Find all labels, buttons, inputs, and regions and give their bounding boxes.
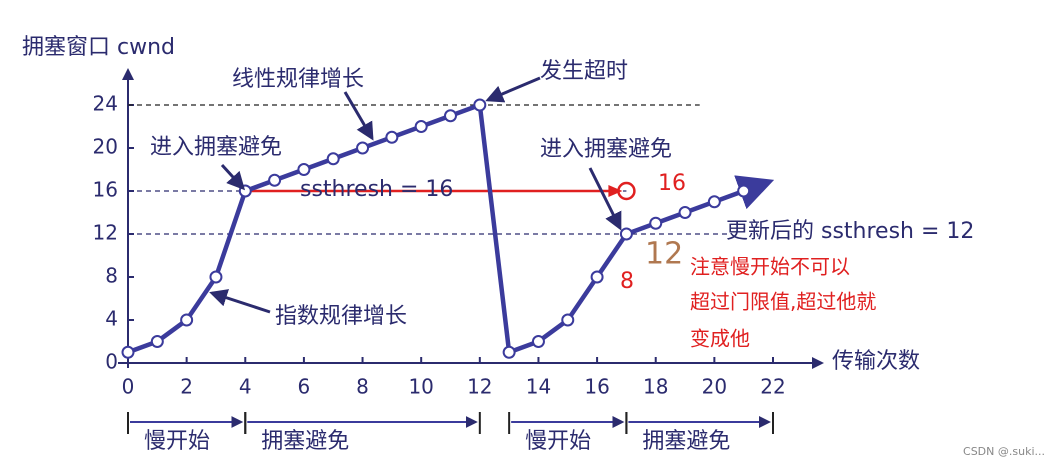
data-point	[502, 345, 516, 359]
watermark: CSDN @.suki...	[963, 445, 1045, 458]
y-tick-label: 8	[105, 264, 118, 288]
annotation: 变成他	[690, 327, 750, 351]
data-point	[209, 270, 223, 284]
cwnd-line	[127, 102, 745, 355]
x-tick-label: 16	[584, 375, 609, 399]
y-tick-label: 24	[93, 92, 118, 116]
data-point	[180, 313, 194, 327]
data-point	[561, 313, 575, 327]
phase-label: 拥塞避免	[642, 429, 730, 454]
data-point	[590, 270, 604, 284]
target-circle	[617, 181, 636, 201]
data-point	[121, 345, 135, 359]
data-point	[531, 335, 545, 348]
x-tick-label: 14	[526, 375, 551, 399]
y-tick-label: 20	[93, 135, 118, 159]
annotation: 发生超时	[540, 59, 628, 84]
data-point	[649, 216, 663, 230]
data-point	[444, 109, 457, 123]
annotation: 12	[645, 237, 683, 272]
data-point	[268, 173, 282, 187]
y-tick-label: 0	[105, 350, 118, 374]
x-tick-label: 10	[408, 375, 433, 399]
data-point	[737, 184, 751, 198]
arrow-head	[608, 185, 623, 197]
data-point	[473, 98, 487, 112]
annotation: ssthresh = 16	[300, 177, 453, 202]
annotation: 指数规律增长	[275, 304, 407, 329]
y-axis-label: 拥塞窗口 cwnd	[22, 35, 175, 60]
y-tick-label: 12	[93, 221, 118, 245]
data-point	[707, 195, 721, 209]
x-tick-label: 12	[467, 375, 492, 399]
phase-label: 拥塞避免	[261, 429, 349, 454]
data-point	[326, 152, 340, 166]
x-tick-label: 20	[702, 375, 727, 399]
data-point	[414, 120, 428, 133]
x-tick-label: 6	[298, 375, 311, 399]
annotation: 注意慢开始不可以	[690, 255, 850, 279]
data-point	[619, 227, 633, 241]
x-tick-label: 22	[760, 375, 785, 399]
annotation: 16	[658, 171, 686, 196]
data-point	[356, 141, 370, 155]
annotation: 超过门限值,超过他就	[690, 290, 876, 314]
x-axis-label: 传输次数	[832, 349, 920, 374]
y-tick-label: 16	[93, 178, 118, 202]
annotation-arrow	[220, 163, 246, 191]
data-point	[678, 206, 692, 219]
x-tick-label: 0	[122, 375, 135, 399]
phase-label: 慢开始	[525, 429, 591, 454]
data-point	[297, 163, 311, 176]
x-tick-label: 4	[239, 375, 252, 399]
data-point	[385, 130, 399, 144]
annotation-arrow	[343, 91, 374, 141]
x-tick-label: 8	[356, 375, 369, 399]
x-tick-label: 18	[643, 375, 668, 399]
y-tick-label: 4	[105, 307, 118, 331]
annotation-arrow	[209, 289, 271, 314]
annotation: 进入拥塞避免	[540, 137, 672, 162]
annotation: 进入拥塞避免	[150, 135, 282, 160]
annotation: 8	[620, 269, 634, 294]
data-point	[150, 335, 164, 348]
annotation: 更新后的 ssthresh = 12	[726, 219, 974, 244]
x-tick-label: 2	[180, 375, 193, 399]
phase-label: 慢开始	[144, 429, 210, 454]
annotation-arrow	[588, 167, 622, 231]
annotation: 线性规律增长	[232, 67, 364, 92]
annotation-arrow	[485, 76, 541, 103]
